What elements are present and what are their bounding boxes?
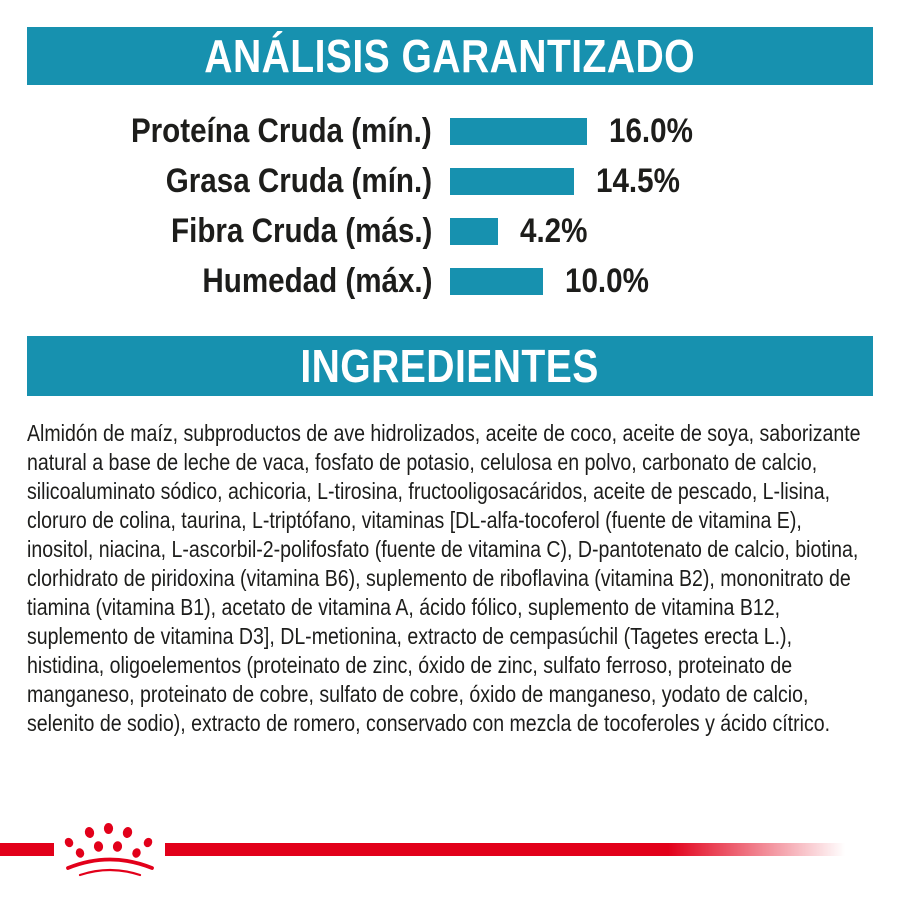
ingredients-text: Almidón de maíz, subproductos de ave hid… — [27, 420, 861, 736]
row-label-moisture: Humedad (máx.) — [201, 262, 432, 300]
value-label-moisture: 10.0% — [565, 262, 649, 300]
ingredients-section-header: INGREDIENTES — [27, 336, 873, 396]
row-label-fat: Grasa Cruda (mín.) — [165, 162, 432, 200]
guaranteed-analysis-chart: Proteína Cruda (mín.) 16.0% Grasa Cruda … — [0, 106, 900, 306]
value-label-fiber: 4.2% — [520, 212, 588, 250]
ingredients-section-title: INGREDIENTES — [300, 340, 600, 392]
row-label-protein: Proteína Cruda (mín.) — [131, 112, 432, 150]
row-label-fiber: Fibra Cruda (más.) — [170, 212, 432, 250]
ingredients-paragraph: Almidón de maíz, subproductos de ave hid… — [27, 419, 873, 738]
brand-stripe-right — [165, 843, 845, 856]
analysis-section-title: ANÁLISIS GARANTIZADO — [204, 30, 696, 82]
value-label-protein: 16.0% — [609, 112, 693, 150]
chart-row: Proteína Cruda (mín.) 16.0% — [0, 106, 900, 156]
chart-row: Fibra Cruda (más.) 4.2% — [0, 206, 900, 256]
value-label-fat: 14.5% — [596, 162, 680, 200]
chart-row: Humedad (máx.) 10.0% — [0, 256, 900, 306]
value-bar-protein — [450, 117, 587, 145]
value-bar-fat — [450, 167, 574, 195]
analysis-section-header: ANÁLISIS GARANTIZADO — [27, 27, 873, 85]
value-bar-moisture — [450, 267, 543, 295]
brand-stripe-left — [0, 843, 54, 856]
royal-canin-crown-logo-icon — [64, 823, 154, 877]
value-bar-fiber — [450, 217, 498, 245]
chart-row: Grasa Cruda (mín.) 14.5% — [0, 156, 900, 206]
